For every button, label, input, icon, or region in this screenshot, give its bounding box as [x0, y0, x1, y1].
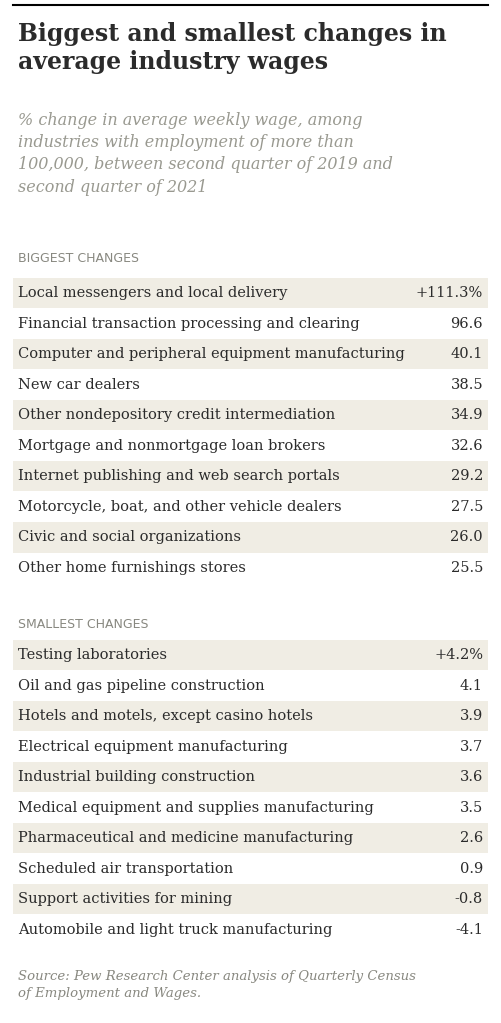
Text: Scheduled air transportation: Scheduled air transportation	[18, 861, 233, 876]
Text: 32.6: 32.6	[450, 439, 483, 453]
Text: 26.0: 26.0	[450, 530, 483, 544]
Text: Civic and social organizations: Civic and social organizations	[18, 530, 241, 544]
Text: Computer and peripheral equipment manufacturing: Computer and peripheral equipment manufa…	[18, 347, 405, 361]
Text: Source: Pew Research Center analysis of Quarterly Census
of Employment and Wages: Source: Pew Research Center analysis of …	[18, 970, 416, 1000]
Text: 3.9: 3.9	[460, 709, 483, 723]
Text: 0.9: 0.9	[460, 861, 483, 876]
Text: 4.1: 4.1	[460, 678, 483, 693]
Text: 40.1: 40.1	[450, 347, 483, 361]
Text: % change in average weekly wage, among
industries with employment of more than
1: % change in average weekly wage, among i…	[18, 112, 393, 195]
Text: Mortgage and nonmortgage loan brokers: Mortgage and nonmortgage loan brokers	[18, 439, 325, 453]
Text: -4.1: -4.1	[455, 923, 483, 937]
Text: Automobile and light truck manufacturing: Automobile and light truck manufacturing	[18, 923, 332, 937]
Text: Motorcycle, boat, and other vehicle dealers: Motorcycle, boat, and other vehicle deal…	[18, 500, 342, 514]
Text: 96.6: 96.6	[450, 317, 483, 330]
Text: 3.6: 3.6	[459, 770, 483, 785]
Text: SMALLEST CHANGES: SMALLEST CHANGES	[18, 618, 148, 631]
Text: Financial transaction processing and clearing: Financial transaction processing and cle…	[18, 317, 360, 330]
Text: Support activities for mining: Support activities for mining	[18, 892, 232, 906]
Text: Industrial building construction: Industrial building construction	[18, 770, 255, 785]
Text: 2.6: 2.6	[460, 832, 483, 845]
Text: 29.2: 29.2	[450, 470, 483, 483]
Text: Testing laboratories: Testing laboratories	[18, 649, 167, 662]
Text: Internet publishing and web search portals: Internet publishing and web search porta…	[18, 470, 340, 483]
Text: Biggest and smallest changes in
average industry wages: Biggest and smallest changes in average …	[18, 23, 446, 74]
Text: Oil and gas pipeline construction: Oil and gas pipeline construction	[18, 678, 265, 693]
Text: New car dealers: New car dealers	[18, 377, 140, 392]
Text: +111.3%: +111.3%	[416, 286, 483, 300]
Text: Hotels and motels, except casino hotels: Hotels and motels, except casino hotels	[18, 709, 313, 723]
Text: Local messengers and local delivery: Local messengers and local delivery	[18, 286, 288, 300]
Text: Other nondepository credit intermediation: Other nondepository credit intermediatio…	[18, 408, 335, 422]
Text: 38.5: 38.5	[450, 377, 483, 392]
Text: BIGGEST CHANGES: BIGGEST CHANGES	[18, 252, 139, 265]
Text: Electrical equipment manufacturing: Electrical equipment manufacturing	[18, 740, 288, 754]
Text: +4.2%: +4.2%	[434, 649, 483, 662]
Text: Medical equipment and supplies manufacturing: Medical equipment and supplies manufactu…	[18, 801, 374, 814]
Text: Other home furnishings stores: Other home furnishings stores	[18, 561, 246, 575]
Text: 3.7: 3.7	[460, 740, 483, 754]
Text: 25.5: 25.5	[450, 561, 483, 575]
Text: 3.5: 3.5	[460, 801, 483, 814]
Text: 34.9: 34.9	[450, 408, 483, 422]
Text: -0.8: -0.8	[455, 892, 483, 906]
Text: 27.5: 27.5	[450, 500, 483, 514]
Text: Pharmaceutical and medicine manufacturing: Pharmaceutical and medicine manufacturin…	[18, 832, 353, 845]
